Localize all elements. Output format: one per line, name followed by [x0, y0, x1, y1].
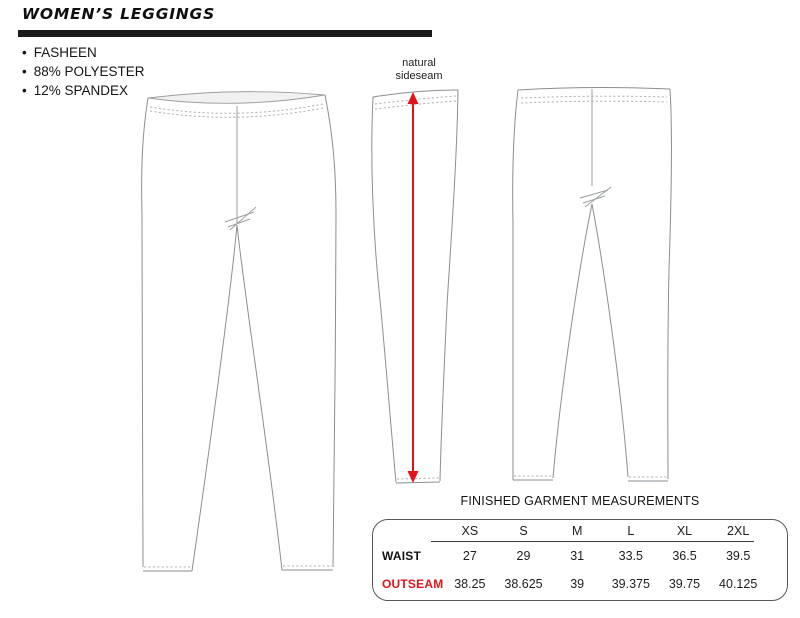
sideseam-measure-arrow — [407, 92, 419, 483]
measurements-table: XS S M L XL 2XL WAIST 27 29 31 33.5 36.5… — [372, 519, 788, 601]
table-row-outseam: OUTSEAM 38.25 38.625 39 39.375 39.75 40.… — [373, 570, 787, 598]
crotch-bartack — [224, 206, 257, 231]
waist-value: 36.5 — [672, 549, 697, 563]
front-view-sketch — [141, 91, 337, 572]
spec-item-label: FASHEEN — [33, 45, 97, 60]
size-header-xl: XL — [676, 524, 693, 538]
size-header-s: S — [519, 524, 528, 538]
side-view-sketch — [371, 89, 459, 484]
outseam-value: 39 — [570, 577, 585, 591]
table-row-waist: WAIST 27 29 31 33.5 36.5 39.5 — [373, 542, 787, 570]
size-header-l: L — [627, 524, 635, 538]
crotch-bartack — [579, 186, 612, 208]
page-title: WOMEN’S LEGGINGS — [22, 5, 216, 23]
bullet-icon: • — [22, 64, 27, 79]
waist-opening — [147, 91, 326, 104]
annotation-line: natural — [402, 57, 436, 69]
row-label-waist: WAIST — [382, 549, 421, 563]
waist-value: 29 — [516, 549, 531, 563]
arrow-down-icon — [407, 471, 419, 483]
bullet-icon: • — [22, 83, 27, 98]
size-header-2xl: 2XL — [727, 524, 750, 538]
spec-item: • FASHEEN — [22, 43, 145, 62]
arrow-up-icon — [407, 92, 419, 104]
outseam-value: 40.125 — [719, 577, 758, 591]
outseam-value: 39.75 — [668, 577, 701, 591]
outseam-value: 38.625 — [504, 577, 543, 591]
bullet-icon: • — [22, 45, 27, 60]
waist-value: 31 — [570, 549, 585, 563]
size-header-xs: XS — [461, 524, 479, 538]
sideseam-annotation: natural sideseam — [377, 57, 461, 82]
waist-value: 39.5 — [725, 549, 751, 563]
header-rule — [431, 541, 754, 542]
spec-item-label: 12% SPANDEX — [33, 83, 129, 98]
spec-item: • 88% POLYESTER — [22, 62, 145, 81]
waist-value: 27 — [462, 549, 477, 563]
spec-item-label: 88% POLYESTER — [33, 64, 145, 79]
fabric-spec-list: • FASHEEN • 88% POLYESTER • 12% SPANDEX — [22, 43, 145, 100]
back-view-sketch — [512, 86, 673, 482]
size-header-row: XS S M L XL 2XL — [373, 520, 787, 542]
outseam-value: 38.25 — [454, 577, 486, 591]
annotation-line: sideseam — [395, 69, 443, 82]
waist-value: 33.5 — [618, 549, 643, 563]
size-header-m: M — [571, 524, 583, 538]
spec-item: • 12% SPANDEX — [22, 81, 145, 100]
measurements-title: FINISHED GARMENT MEASUREMENTS — [460, 494, 700, 508]
outseam-value: 39.375 — [611, 577, 650, 591]
row-label-outseam: OUTSEAM — [382, 577, 444, 591]
title-underline-bar — [18, 30, 432, 37]
